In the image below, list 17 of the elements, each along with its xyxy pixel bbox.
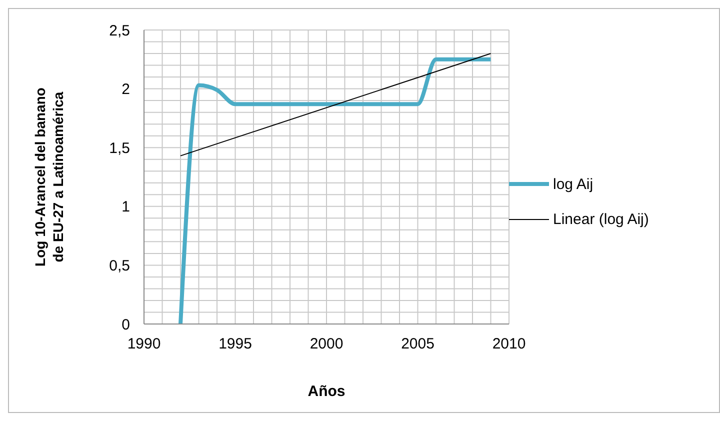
y-tick-label: 1,5 [109, 140, 130, 157]
y-tick-label: 1 [122, 198, 130, 216]
y-tick-label: 0,5 [109, 258, 130, 275]
legend-label: log Aij [553, 176, 594, 192]
x-tick-label: 2005 [401, 336, 434, 353]
x-tick-label: 2010 [492, 336, 526, 353]
chart-frame: log Aij Linear (log Aij) Log 10-Arancel del banano de EU-27 a Latinoamérica 1990 1995 2000 2005 2010 Años 0 0,5 1 1,5 2 2,5 [8, 8, 720, 413]
x-tick-label: 1990 [127, 336, 161, 353]
legend-label: Linear (log Aij) [553, 210, 649, 228]
y-axis-title: Log 10-Arancel del banano de EU-27 a Latinoamérica [32, 88, 66, 266]
x-tick-label: 1995 [218, 336, 252, 353]
y-tick-label: 2,5 [109, 22, 130, 40]
x-tick-label: 2000 [310, 336, 344, 353]
y-tick-label: 2 [122, 81, 130, 98]
x-axis-title: Años [308, 383, 346, 400]
y-tick-label: 0 [122, 316, 130, 334]
line-series [178, 57, 493, 324]
